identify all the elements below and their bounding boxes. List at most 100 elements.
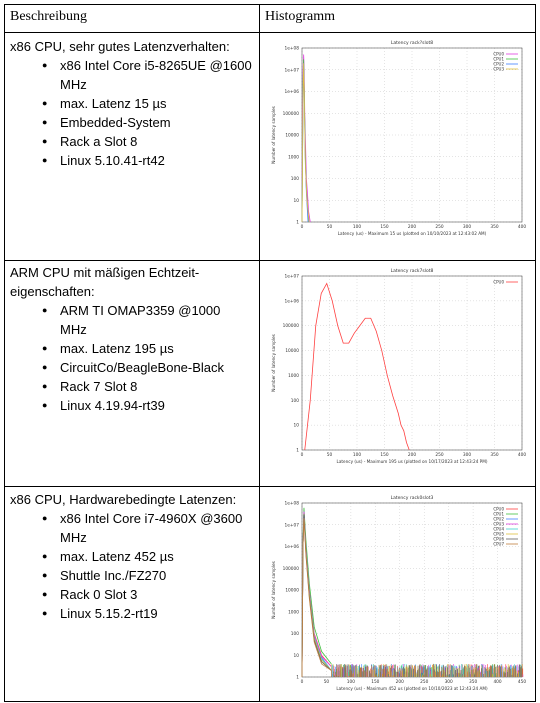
x-tick-label: 100 xyxy=(353,224,361,230)
table-border-top xyxy=(4,4,536,5)
legend-label: CPU2 xyxy=(493,517,504,522)
y-axis-label: Number of latency samples xyxy=(271,106,276,164)
x-tick-label: 0 xyxy=(301,224,304,230)
y-tick-label: 10 xyxy=(294,423,300,429)
series-line xyxy=(301,518,332,678)
x-tick-label: 50 xyxy=(327,452,333,458)
x-tick-label: 150 xyxy=(380,224,388,230)
row-1-list: x86 Intel Core i5-8265UE @1600 MHz max. … xyxy=(10,56,255,170)
x-tick-label: 150 xyxy=(371,679,379,685)
x-tick-label: 200 xyxy=(408,452,416,458)
x-tick-label: 400 xyxy=(493,679,501,685)
row-1-title: x86 CPU, sehr gutes Latenzverhalten: xyxy=(10,39,230,54)
x-tick-label: 250 xyxy=(420,679,428,685)
legend-label: CPU6 xyxy=(493,537,504,542)
x-tick-label: 400 xyxy=(518,452,526,458)
row-2-title: ARM CPU mit mäßigen Echtzeit-eigenschaft… xyxy=(10,265,200,299)
list-item: x86 Intel Core i7-4960X @3600 MHz xyxy=(42,509,255,547)
y-tick-label: 100 xyxy=(291,631,299,637)
x-tick-label: 100 xyxy=(347,679,355,685)
y-tick-label: 10000 xyxy=(285,348,299,354)
x-axis-label: Latency (us) - Maximum 15 us (plotted on… xyxy=(338,231,487,236)
y-tick-label: 1e+08 xyxy=(285,46,300,52)
y-tick-label: 1e+07 xyxy=(285,67,300,73)
y-tick-label: 100000 xyxy=(283,323,300,329)
chart-title: Latency rack0slot3 xyxy=(391,495,434,501)
y-tick-label: 1e+07 xyxy=(285,522,300,528)
x-tick-label: 50 xyxy=(327,224,333,230)
x-tick-label: 400 xyxy=(518,224,526,230)
list-item: Embedded-System xyxy=(42,113,255,132)
x-tick-label: 350 xyxy=(469,679,477,685)
list-item: Rack 0 Slot 3 xyxy=(42,585,255,604)
x-tick-label: 300 xyxy=(463,224,471,230)
list-item: ARM TI OMAP3359 @1000 MHz xyxy=(42,301,235,339)
y-tick-label: 1000 xyxy=(288,154,299,160)
y-tick-label: 1 xyxy=(296,220,299,226)
x-tick-label: 100 xyxy=(353,452,361,458)
header-beschreibung: Beschreibung xyxy=(10,9,87,24)
x-tick-label: 200 xyxy=(408,224,416,230)
legend-label: CPU5 xyxy=(493,532,504,537)
row-2-list: ARM TI OMAP3359 @1000 MHz max. Latenz 19… xyxy=(10,301,235,415)
list-item: max. Latenz 452 µs xyxy=(42,547,255,566)
list-item: Linux 4.19.94-rt39 xyxy=(42,396,235,415)
y-tick-label: 1000 xyxy=(288,609,299,615)
table-border-left xyxy=(4,4,5,702)
row-1-description: x86 CPU, sehr gutes Latenzverhalten: x86… xyxy=(10,37,255,170)
x-tick-label: 0 xyxy=(301,452,304,458)
y-tick-label: 10000 xyxy=(285,133,299,139)
legend-label: CPU0 xyxy=(493,52,504,57)
legend-label: CPU2 xyxy=(493,62,504,67)
chart-title: Latency rack?slot8 xyxy=(391,40,433,46)
histogram-chart-1: Latency rack?slot81e+081e+071e+061000001… xyxy=(266,36,530,242)
list-item: CircuitCo/BeagleBone-Black xyxy=(42,358,235,377)
y-tick-label: 1e+07 xyxy=(285,274,300,280)
list-item: Linux 5.15.2-rt19 xyxy=(42,604,255,623)
chart-title: Latency rack7slot8 xyxy=(391,268,434,274)
chart-background xyxy=(266,36,530,242)
legend-label: CPU3 xyxy=(493,67,504,72)
x-tick-label: 350 xyxy=(490,452,498,458)
header-histogramm: Histogramm xyxy=(265,9,335,24)
legend-label: CPU4 xyxy=(493,527,504,532)
y-tick-label: 100000 xyxy=(283,111,300,117)
series-line xyxy=(301,63,310,223)
list-item: x86 Intel Core i5-8265UE @1600 MHz xyxy=(42,56,255,94)
y-tick-label: 10 xyxy=(294,653,300,659)
x-axis-label: Latency (us) - Maximum 195 us (plotted o… xyxy=(337,459,488,464)
y-tick-label: 1e+06 xyxy=(285,298,300,304)
list-item: Shuttle Inc./FZ270 xyxy=(42,566,255,585)
legend-label: CPU7 xyxy=(493,542,504,547)
list-item: Rack a Slot 8 xyxy=(42,132,255,151)
y-tick-label: 1 xyxy=(296,448,299,454)
row-divider-1 xyxy=(4,260,536,261)
plot-frame xyxy=(301,47,523,223)
x-tick-label: 300 xyxy=(445,679,453,685)
y-tick-label: 1e+06 xyxy=(285,544,300,550)
chart-background xyxy=(266,264,530,470)
y-tick-label: 10 xyxy=(294,198,300,204)
row-2-description: ARM CPU mit mäßigen Echtzeit-eigenschaft… xyxy=(10,263,235,415)
table-border-right xyxy=(535,4,536,702)
y-tick-label: 1 xyxy=(296,675,299,681)
y-tick-label: 10000 xyxy=(285,588,299,594)
y-tick-label: 100 xyxy=(291,176,299,182)
list-item: Rack 7 Slot 8 xyxy=(42,377,235,396)
x-tick-label: 250 xyxy=(435,224,443,230)
legend-label: CPU3 xyxy=(493,522,504,527)
plot-frame xyxy=(301,275,523,451)
y-tick-label: 1e+06 xyxy=(285,89,300,95)
list-item: max. Latenz 15 µs xyxy=(42,94,255,113)
y-tick-label: 1000 xyxy=(288,373,299,379)
x-tick-label: 50 xyxy=(324,679,330,685)
x-tick-label: 150 xyxy=(380,452,388,458)
legend-label: CPU1 xyxy=(493,512,504,517)
x-axis-label: Latency (us) - Maximum 452 us (plotted o… xyxy=(336,686,488,691)
y-axis-label: Number of latency samples xyxy=(271,334,276,392)
list-item: max. Latenz 195 µs xyxy=(42,339,235,358)
x-tick-label: 250 xyxy=(435,452,443,458)
x-tick-label: 0 xyxy=(301,679,304,685)
x-tick-label: 200 xyxy=(396,679,404,685)
